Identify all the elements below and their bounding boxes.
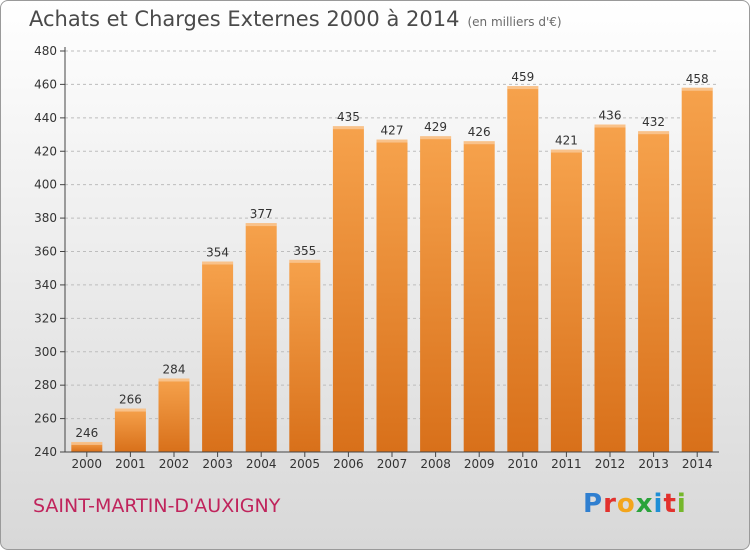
bar-2010 — [507, 86, 539, 453]
bar-highlight — [71, 441, 103, 445]
bar-highlight — [289, 259, 321, 263]
bar-highlight — [245, 223, 277, 227]
data-label: 266 — [119, 393, 142, 407]
bar-highlight — [463, 141, 495, 145]
logo-letter: o — [616, 489, 636, 519]
x-tick-label: 2002 — [159, 457, 190, 471]
y-tick-label: 340 — [34, 278, 57, 292]
proxiti-logo: Proxiti — [583, 489, 687, 519]
commune-name: SAINT-MARTIN-D'AUXIGNY — [33, 495, 281, 517]
x-tick-label: 2011 — [551, 457, 582, 471]
bar-highlight — [550, 149, 582, 153]
bar-2007 — [376, 139, 408, 452]
logo-letter: P — [583, 489, 604, 519]
data-label: 246 — [75, 426, 98, 440]
y-tick-label: 280 — [34, 378, 57, 392]
bar-highlight — [114, 408, 146, 412]
data-label: 459 — [511, 70, 534, 84]
x-tick-label: 2004 — [246, 457, 277, 471]
data-label: 355 — [293, 244, 316, 258]
data-label: 436 — [599, 109, 622, 123]
bar-highlight — [420, 136, 452, 140]
data-label: 427 — [381, 124, 404, 138]
bar-2003 — [202, 261, 234, 452]
data-label: 377 — [250, 207, 273, 221]
y-tick-label: 360 — [34, 245, 57, 259]
data-label: 426 — [468, 125, 491, 139]
logo-letter: x — [635, 489, 654, 519]
bar-2002 — [158, 378, 190, 452]
x-tick-label: 2012 — [595, 457, 626, 471]
bar-2014 — [681, 87, 713, 452]
x-tick-label: 2008 — [420, 457, 451, 471]
bar-2011 — [550, 149, 582, 452]
data-label: 429 — [424, 120, 447, 134]
bars: 246 266 284 354 377 355 435 427 429 426 459 421 436 4… — [71, 70, 713, 453]
bar-highlight — [594, 124, 626, 128]
bar-highlight — [681, 87, 713, 91]
logo-letter: i — [676, 489, 687, 519]
x-tick-label: 2007 — [377, 457, 408, 471]
y-tick-label: 260 — [34, 412, 57, 426]
data-label: 432 — [642, 115, 665, 129]
bar-2001 — [114, 408, 146, 452]
bar-2009 — [463, 141, 495, 452]
chart-unit: (en milliers d'€) — [467, 15, 562, 29]
x-tick-label: 2000 — [72, 457, 103, 471]
x-tick-label: 2010 — [508, 457, 539, 471]
bar-highlight — [158, 378, 190, 382]
y-tick-label: 480 — [34, 44, 57, 58]
x-tick-label: 2014 — [682, 457, 713, 471]
bar-2004 — [245, 223, 277, 452]
bar-highlight — [202, 261, 234, 265]
bar-2005 — [289, 259, 321, 452]
logo-letter: i — [653, 489, 664, 519]
x-tick-label: 2013 — [638, 457, 669, 471]
bar-highlight — [638, 131, 670, 135]
data-label: 421 — [555, 134, 578, 148]
bar-2000 — [71, 441, 103, 452]
x-tick-label: 2003 — [202, 457, 233, 471]
bar-2012 — [594, 124, 626, 453]
bar-highlight — [376, 139, 408, 143]
x-tick-label: 2006 — [333, 457, 364, 471]
y-tick-label: 460 — [34, 77, 57, 91]
bar-highlight — [507, 86, 539, 90]
y-tick-label: 240 — [34, 445, 57, 459]
bar-highlight — [332, 126, 364, 130]
x-tick-label: 2001 — [115, 457, 146, 471]
y-tick-label: 380 — [34, 211, 57, 225]
chart-title: Achats et Charges Externes 2000 à 2014 — [29, 7, 460, 31]
data-label: 284 — [163, 362, 186, 376]
y-tick-label: 440 — [34, 111, 57, 125]
logo-letter: r — [603, 489, 617, 519]
y-tick-label: 320 — [34, 311, 57, 325]
axes: 240 260 280 300 320 340 360 380 400 420 440 460 480 2… — [34, 44, 719, 471]
y-tick-label: 420 — [34, 144, 57, 158]
y-tick-label: 400 — [34, 178, 57, 192]
data-label: 435 — [337, 110, 360, 124]
bar-2006 — [332, 126, 364, 452]
y-tick-label: 300 — [34, 345, 57, 359]
x-tick-label: 2005 — [290, 457, 321, 471]
bar-2013 — [638, 131, 670, 452]
logo-letter: t — [663, 489, 677, 519]
chart-title-block: Achats et Charges Externes 2000 à 2014 (e… — [29, 7, 562, 31]
data-label: 354 — [206, 246, 229, 260]
data-label: 458 — [686, 72, 709, 86]
x-tick-label: 2009 — [464, 457, 495, 471]
bar-2008 — [420, 136, 452, 452]
